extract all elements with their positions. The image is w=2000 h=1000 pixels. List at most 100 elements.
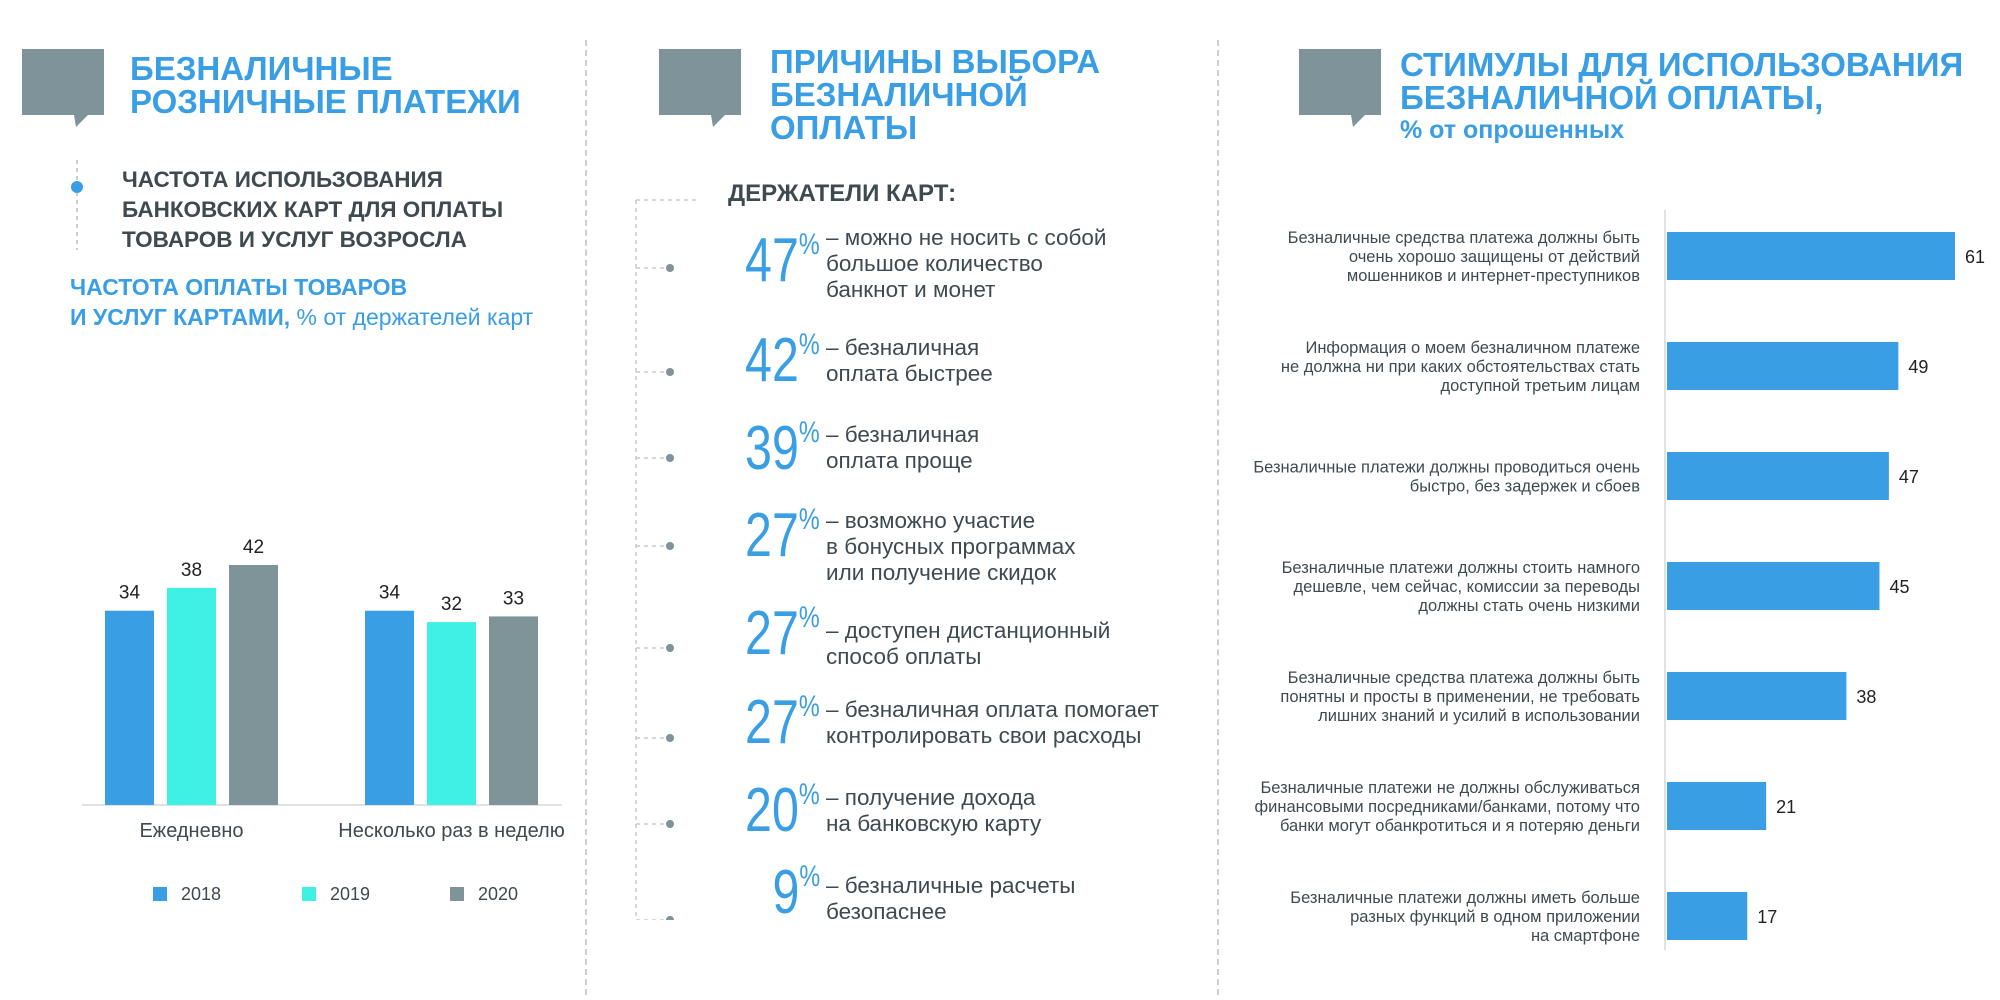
speech-bubble-icon: [22, 49, 104, 127]
reason-percent-sign: %: [799, 690, 820, 723]
category-label: очень хорошо защищены от действий: [1349, 248, 1640, 266]
middle-heading-line: ОПЛАТЫ: [770, 109, 918, 146]
reason-text-line: – безналичная оплата помогает: [826, 697, 1160, 722]
reason-percent-sign: %: [799, 860, 820, 893]
reason-percent-sign: %: [799, 778, 820, 811]
connector-dot: [666, 820, 674, 828]
middle-heading-line: БЕЗНАЛИЧНОЙ: [770, 76, 1028, 113]
reason-text-line: – доступен дистанционный: [826, 618, 1111, 643]
reason-percent-value: 27: [745, 501, 800, 570]
category-label: доступной третьим лицам: [1440, 377, 1640, 395]
reason-percent-sign: %: [799, 328, 820, 361]
legend-label: 2018: [181, 884, 221, 904]
reason-percent: 47%: [745, 230, 820, 292]
reason-percent: 27%: [745, 603, 820, 665]
legend-label: 2020: [478, 884, 518, 904]
bar: [427, 622, 476, 805]
bar-value-label: 45: [1889, 577, 1909, 597]
reason-percent: 9%: [772, 862, 820, 924]
panel-cashless-retail-payments: БЕЗНАЛИЧНЫЕ РОЗНИЧНЫЕ ПЛАТЕЖИ ЧАСТОТА ИС…: [0, 0, 585, 1000]
reason-percent: 27%: [745, 505, 820, 567]
bar-value-label: 34: [379, 583, 401, 604]
reason-percent-sign: %: [799, 601, 820, 634]
reason-text: – безналичная оплата проще: [826, 422, 979, 474]
category-label: разных функций в одном приложении: [1350, 908, 1640, 926]
reason-percent-sign: %: [799, 416, 820, 449]
reasons-list: 47% – можно не носить с собой большое коли…: [600, 0, 1210, 1000]
connector-dot: [666, 916, 674, 920]
middle-heading: ПРИЧИНЫ ВЫБОРА БЕЗНАЛИЧНОЙ ОПЛАТЫ: [770, 45, 1100, 144]
legend-swatch: [302, 887, 316, 901]
category-label: на смартфоне: [1531, 927, 1640, 945]
category-label: должны стать очень низкими: [1418, 597, 1640, 615]
card-payment-frequency-chart: 34 38 42 Ежедневно 34 32 33 Несколько раз в нед…: [82, 537, 565, 904]
right-heading-unit: % от опрошенных: [1400, 116, 1625, 144]
reason-text-line: – получение дохода: [826, 785, 1036, 810]
reason-text-line: на банковскую карту: [826, 811, 1042, 836]
bar-value-label: 21: [1776, 797, 1796, 817]
connector-dot: [666, 454, 674, 462]
bullet-connector-icon: [71, 160, 83, 250]
bar-value-label: 34: [119, 583, 141, 604]
reason-text-line: способ оплаты: [826, 644, 982, 669]
category-label: финансовыми посредниками/банками, потому…: [1255, 798, 1640, 816]
right-heading-line: БЕЗНАЛИЧНОЙ ОПЛАТЫ,: [1400, 79, 1824, 116]
reason-percent: 42%: [745, 330, 820, 392]
bar: [365, 610, 414, 805]
right-heading-line: СТИМУЛЫ ДЛЯ ИСПОЛЬЗОВАНИЯ: [1400, 46, 1964, 83]
left-heading-line: РОЗНИЧНЫЕ ПЛАТЕЖИ: [130, 83, 521, 120]
bar: [1667, 232, 1955, 280]
bar: [1667, 782, 1767, 830]
left-heading: БЕЗНАЛИЧНЫЕ РОЗНИЧНЫЕ ПЛАТЕЖИ: [130, 52, 521, 118]
reason-percent: 39%: [745, 418, 820, 480]
bullet-text-line: БАНКОВСКИХ КАРТ ДЛЯ ОПЛАТЫ: [122, 197, 504, 222]
bullet-text: ЧАСТОТА ИСПОЛЬЗОВАНИЯ БАНКОВСКИХ КАРТ ДЛ…: [122, 165, 503, 255]
bar-value-label: 32: [441, 594, 462, 615]
bar: [1667, 562, 1880, 610]
reason-text-line: – безналичные расчеты: [826, 873, 1076, 898]
category-label: быстро, без задержек и сбоев: [1410, 478, 1640, 496]
reason-percent-sign: %: [799, 228, 820, 261]
reason-text-line: безопаснее: [826, 899, 947, 924]
category-label: Безналичные платежи должны стоить намног…: [1282, 559, 1640, 577]
bar: [167, 587, 216, 805]
bar-value-label: 61: [1965, 247, 1985, 267]
reason-percent: 27%: [745, 692, 820, 754]
divider: [585, 40, 587, 995]
reason-text-line: банкнот и монет: [826, 277, 996, 302]
legend-swatch: [450, 887, 464, 901]
connector-dot: [666, 264, 674, 272]
bar: [1667, 672, 1847, 720]
incentives-chart: 61 Безналичные средства платежа должны бы…: [1253, 210, 1985, 950]
middle-heading-line: ПРИЧИНЫ ВЫБОРА: [770, 43, 1101, 80]
category-label: Безналичные платежи должны проводиться о…: [1253, 459, 1640, 477]
connector-dot: [666, 542, 674, 550]
bar-value-label: 42: [243, 537, 264, 558]
speech-bubble-icon: [1299, 49, 1381, 127]
left-heading-line: БЕЗНАЛИЧНЫЕ: [130, 50, 393, 87]
reason-text-line: – безналичная: [826, 335, 980, 360]
category-label: дешевле, чем сейчас, комиссии за перевод…: [1294, 578, 1640, 596]
chart-title-unit: % от держателей карт: [290, 304, 534, 330]
reason-text: – получение дохода на банковскую карту: [826, 785, 1041, 837]
connector-dot: [666, 734, 674, 742]
reason-percent-value: 27: [745, 688, 800, 757]
reason-percent-value: 47: [745, 226, 800, 295]
card-holders-subtitle: ДЕРЖАТЕЛИ КАРТ:: [728, 180, 957, 207]
reason-text: – безналичная оплата помогает контролиров…: [826, 697, 1159, 749]
bar: [1667, 342, 1899, 390]
category-label: Информация о моем безналичном платеже: [1305, 339, 1640, 357]
category-label: Безналичные средства платежа должны быть: [1288, 229, 1640, 247]
panel-incentives-for-cashless: СТИМУЛЫ ДЛЯ ИСПОЛЬЗОВАНИЯ БЕЗНАЛИЧНОЙ ОП…: [1230, 0, 2000, 1000]
reason-text: – безналичная оплата быстрее: [826, 335, 993, 387]
chart-title: ЧАСТОТА ОПЛАТЫ ТОВАРОВ И УСЛУГ КАРТАМИ, …: [70, 272, 533, 332]
reason-percent-sign: %: [799, 503, 820, 536]
reason-text: – можно не носить с собой большое количес…: [826, 225, 1106, 303]
reason-text-line: или получение скидок: [826, 560, 1057, 585]
divider: [1217, 40, 1219, 995]
reason-text-line: оплата быстрее: [826, 361, 993, 386]
speech-bubble-icon: [659, 49, 741, 127]
bullet-text-line: ЧАСТОТА ИСПОЛЬЗОВАНИЯ: [122, 167, 443, 192]
reason-percent-value: 42: [745, 326, 800, 395]
category-label: понятны и просты в применении, не требов…: [1280, 688, 1640, 706]
